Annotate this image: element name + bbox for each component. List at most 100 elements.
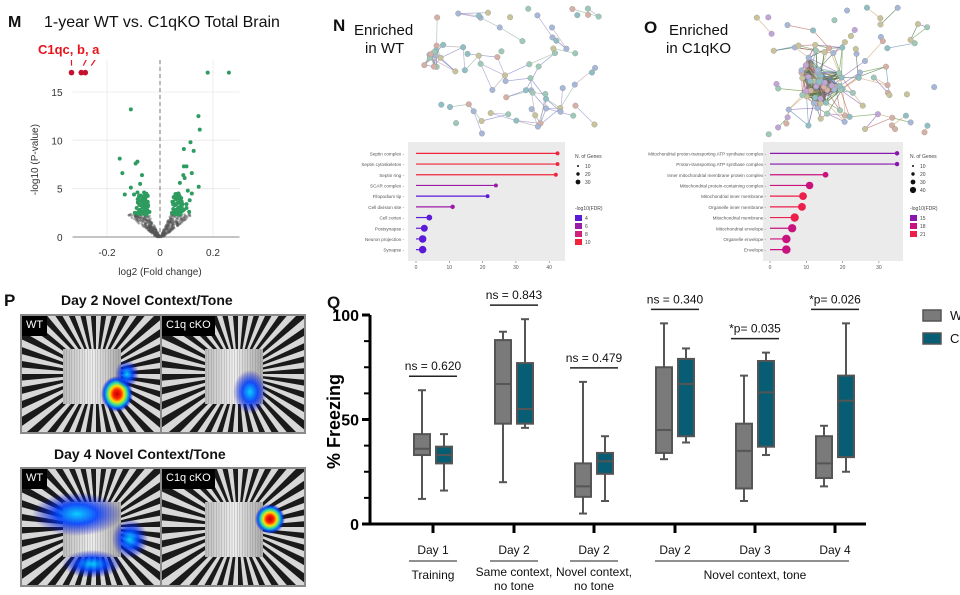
x-tick-label: 0.2 (206, 248, 220, 259)
volcano-point-ns (151, 229, 155, 233)
volcano-point-ns (167, 221, 171, 225)
network-node (862, 126, 869, 132)
category-label: Inner mitochondrial membrane protein com… (667, 173, 766, 178)
o-title-line1: Enriched (669, 22, 729, 39)
volcano-point-ns (162, 234, 165, 238)
volcano-point-ns (165, 230, 169, 234)
network-node (559, 85, 566, 92)
volcano-point-ns (144, 225, 148, 229)
network-edge (480, 63, 493, 91)
network-edge (838, 47, 843, 74)
volcano-point-ns (142, 220, 145, 224)
panel-letter-p: P (4, 291, 16, 310)
volcano-point-ns (162, 228, 166, 231)
network-node (535, 63, 542, 70)
lollipop-head (485, 194, 490, 199)
network-node (505, 111, 512, 118)
network-edge (788, 109, 809, 126)
lollipop-head (418, 235, 427, 243)
volcano-point-ns (145, 218, 149, 222)
volcano-point-ns (154, 234, 157, 237)
volcano-point-ns (161, 231, 165, 235)
network-node (889, 114, 896, 121)
volcano-point-ns (156, 235, 160, 238)
network-node (437, 54, 444, 61)
volcano-point-ns (166, 221, 169, 225)
volcano-point-ns (149, 217, 152, 220)
volcano-point-ns (156, 235, 159, 238)
volcano-point-ns (162, 231, 166, 234)
volcano-point-ns (139, 216, 143, 220)
volcano-point-ns (147, 226, 151, 229)
volcano-point-ns (180, 217, 184, 220)
volcano-point-ns (150, 222, 154, 226)
volcano-point-ns (164, 226, 167, 230)
lollipop-head (782, 234, 791, 244)
volcano-point-ns (156, 232, 159, 236)
network-node (553, 37, 560, 44)
x-tick-label: -0.2 (98, 248, 116, 259)
volcano-point-sig (145, 200, 150, 205)
lollipop-head (450, 204, 455, 210)
network-node (765, 14, 772, 21)
network-node (455, 10, 462, 17)
network-node (831, 17, 838, 24)
y-tick-label: 15 (51, 88, 63, 99)
volcano-point-ns (156, 230, 159, 234)
volcano-point-ns (176, 222, 179, 225)
network-node (903, 91, 910, 98)
n-title-line2: in WT (365, 40, 405, 57)
volcano-point-ns (143, 216, 146, 220)
volcano-point-ns (156, 232, 159, 235)
network-node (438, 101, 445, 108)
volcano-point-ns (148, 229, 151, 233)
network-edge (842, 88, 846, 116)
volcano-point-ns (169, 214, 173, 218)
volcano-point-ns (149, 227, 153, 230)
volcano-point-ns (179, 218, 183, 221)
panel-letter-q: Q (327, 293, 341, 312)
x-tick-label-day: Day 3 (739, 543, 771, 557)
y-tick-label: 100 (332, 308, 359, 325)
volcano-point-ns (170, 221, 174, 225)
volcano-point-ns (170, 218, 174, 222)
volcano-point-ns (154, 231, 158, 235)
box-wt (413, 433, 431, 457)
network-node (810, 27, 816, 34)
legend-size-dot (575, 179, 581, 185)
volcano-point-ns (167, 229, 171, 232)
volcano-title: 1-year WT vs. C1qKO Total Brain (44, 14, 280, 31)
volcano-point-sig (189, 171, 194, 176)
volcano-point-ns (168, 215, 172, 219)
network-edge (778, 88, 807, 92)
volcano-point-sig (187, 198, 192, 203)
x-tick-label-day: Day 4 (819, 543, 851, 557)
network-node (924, 122, 931, 129)
volcano-point-ns (150, 225, 154, 229)
n-title-line1: Enriched (354, 22, 414, 39)
volcano-point-ns (140, 222, 143, 225)
network-node (529, 89, 536, 96)
network-node (821, 49, 828, 55)
volcano-point-ns (148, 223, 152, 226)
lollipop-head (420, 224, 428, 232)
volcano-point-ns (177, 223, 180, 227)
network-edge (506, 89, 527, 98)
network-node (453, 120, 460, 127)
volcano-point-ns (169, 217, 172, 220)
volcano-point-ns (151, 231, 155, 235)
legend-size-label: 30 (585, 180, 591, 186)
legend-swatch-wt (922, 309, 942, 322)
network-node (798, 67, 805, 74)
network-node (823, 99, 830, 106)
network-node (855, 74, 862, 81)
volcano-point-ns (171, 219, 175, 222)
box-cko (516, 362, 534, 425)
volcano-point-ns (161, 233, 165, 237)
network-node (572, 102, 579, 109)
legend-color-swatch (575, 239, 582, 245)
network-node (592, 64, 599, 71)
volcano-point-ns (178, 222, 182, 226)
volcano-point-ns (169, 227, 172, 231)
category-label: Septin cytoskeleton - (361, 162, 404, 167)
